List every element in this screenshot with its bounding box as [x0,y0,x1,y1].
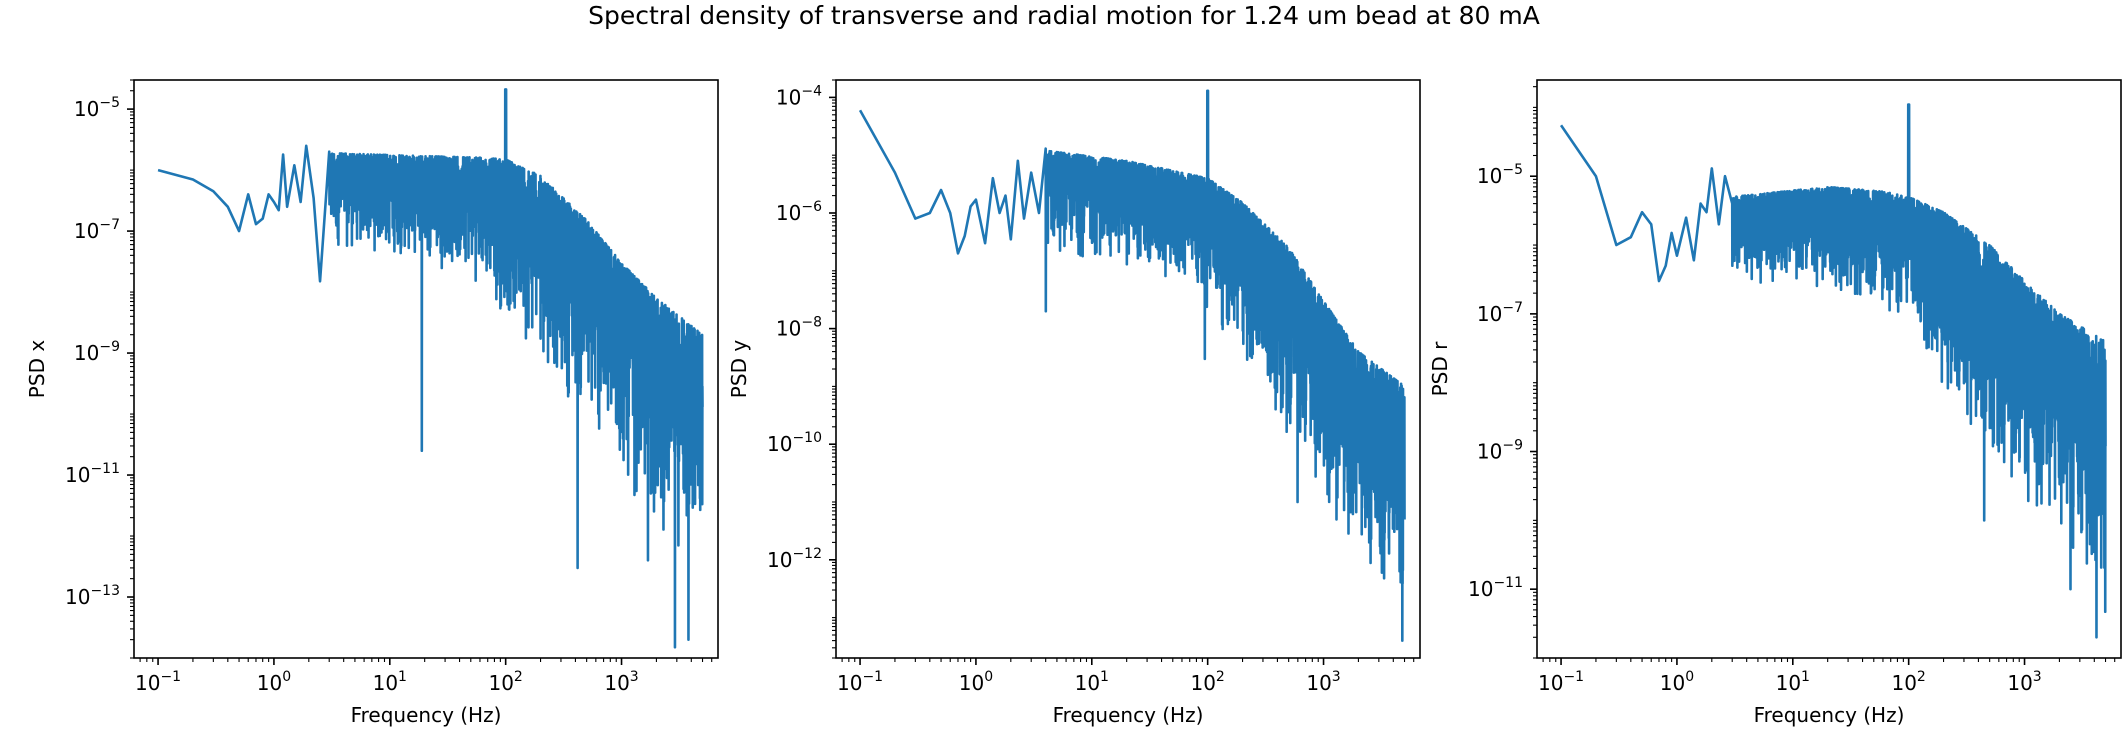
x-tick-label: 103 [1306,669,1340,695]
x-tick-label: 100 [257,669,291,695]
x-tick-label: 102 [488,669,522,695]
y-axis-label: PSD y [727,340,751,399]
x-tick-label: 103 [604,669,638,695]
subplot-psd-y: 10−1 100 101 102 103 10−12 10−10 10−8 10−6 10−4 Fr… [727,79,1421,727]
figure-title: Spectral density of transverse and radia… [588,1,1540,30]
y-tick-label: 10−4 [776,83,822,109]
x-tick-label: 101 [1075,669,1109,695]
y-tick-label: 10−12 [767,546,822,572]
psd-series-line [157,88,704,649]
y-tick-label: 10−8 [776,315,822,341]
y-tick-label: 10−5 [74,95,120,121]
x-tick-label: 101 [373,669,407,695]
y-tick-label: 10−9 [1477,438,1523,464]
x-tick-label: 100 [959,669,993,695]
x-axis-label: Frequency (Hz) [1053,703,1204,727]
y-tick-label: 10−6 [776,199,822,225]
y-tick-label: 10−13 [65,583,120,609]
subplot-psd-x: 10−1 100 101 102 103 10−13 10−11 10−9 10−7 10−5 Fr… [25,79,719,727]
psd-series-line [858,89,1406,642]
x-tick-label: 10−1 [135,669,181,695]
y-axis-label: PSD x [25,340,49,399]
x-tick-label: 102 [1891,669,1925,695]
x-tick-label: 10−1 [1538,669,1584,695]
y-tick-label: 10−9 [74,339,120,365]
y-tick-label: 10−5 [1477,162,1523,188]
x-tick-label: 103 [2007,669,2041,695]
axes-frame [1536,79,2122,659]
y-tick-label: 10−11 [1468,575,1523,601]
psd-series-line [1559,103,2107,639]
y-tick-label: 10−10 [767,430,822,456]
x-tick-label: 101 [1776,669,1810,695]
x-tick-label: 10−1 [837,669,883,695]
x-tick-label: 100 [1660,669,1694,695]
y-tick-label: 10−7 [74,217,120,243]
y-tick-label: 10−7 [1477,300,1523,326]
y-tick-label: 10−11 [65,461,120,487]
x-axis-label: Frequency (Hz) [1754,703,1905,727]
subplot-psd-r: 10−1 100 101 102 103 10−11 10−9 10−7 10−5 Frequen… [1428,79,2122,727]
y-axis-label: PSD r [1428,341,1452,397]
x-tick-label: 102 [1190,669,1224,695]
axes-frame [133,79,719,659]
x-axis-label: Frequency (Hz) [351,703,502,727]
